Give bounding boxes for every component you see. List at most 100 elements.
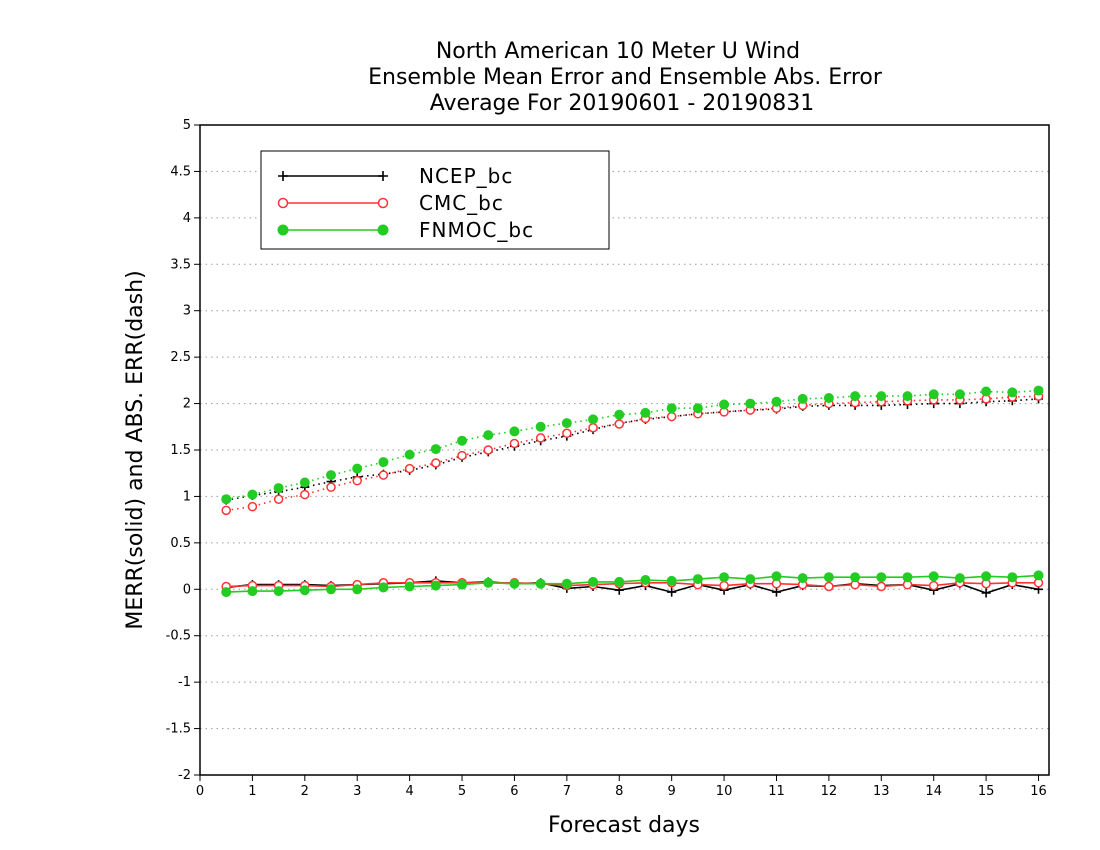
data-point xyxy=(928,580,939,591)
legend-item-fnmoc-bc: FNMOC_bc xyxy=(277,218,534,242)
x-tick-label: 0 xyxy=(196,784,204,799)
y-tick-label: 3 xyxy=(183,304,191,319)
x-tick-label: 9 xyxy=(668,784,676,799)
x-tick-label: 13 xyxy=(873,784,890,799)
x-tick-label: 10 xyxy=(716,784,733,799)
data-point xyxy=(797,573,808,584)
y-tick-label: 0.5 xyxy=(170,536,191,551)
data-point xyxy=(457,450,467,461)
data-point xyxy=(483,430,494,441)
data-point xyxy=(850,391,861,402)
data-point xyxy=(902,391,913,402)
data-point xyxy=(535,433,546,443)
x-tick-label: 3 xyxy=(353,784,361,799)
data-point xyxy=(614,409,625,420)
x-tick-label: 15 xyxy=(978,784,995,799)
data-point xyxy=(378,470,389,480)
data-point xyxy=(273,483,284,494)
legend-label: NCEP_bc xyxy=(419,164,513,188)
data-point xyxy=(273,586,284,597)
data-point xyxy=(981,571,992,582)
data-point xyxy=(404,463,415,474)
data-point xyxy=(981,386,992,397)
y-tick-label: 4 xyxy=(183,211,191,226)
data-point xyxy=(352,463,363,474)
data-point xyxy=(928,571,939,582)
data-point xyxy=(981,588,991,598)
series-fnmoc-bc xyxy=(221,385,1044,598)
x-tick-label: 2 xyxy=(301,784,309,799)
y-tick-label: 1 xyxy=(183,489,191,504)
data-point xyxy=(535,421,546,432)
data-point xyxy=(535,578,546,589)
data-point xyxy=(221,505,231,516)
data-point xyxy=(561,578,572,589)
x-tick-label: 16 xyxy=(1030,784,1047,799)
data-point xyxy=(667,587,677,597)
y-tick-label: 2.5 xyxy=(170,350,191,365)
data-point xyxy=(378,582,389,593)
abs-err-line-cmc-bc xyxy=(226,395,1039,512)
y-tick-label: -2 xyxy=(178,768,191,783)
data-point xyxy=(247,586,258,597)
data-point xyxy=(692,574,703,585)
x-tick-label: 11 xyxy=(768,784,785,799)
data-point xyxy=(352,584,363,595)
data-point xyxy=(277,224,289,236)
data-point xyxy=(457,435,468,446)
x-tick-label: 6 xyxy=(510,784,518,799)
chart-title-line-2: Ensemble Mean Error and Ensemble Abs. Er… xyxy=(368,65,883,90)
legend: NCEP_bc CMC_bc FNMOC_bc xyxy=(260,150,610,250)
data-point xyxy=(771,571,782,582)
data-point xyxy=(797,393,808,404)
data-point xyxy=(352,475,362,486)
data-point xyxy=(247,489,258,500)
y-tick-label: -1 xyxy=(178,675,191,690)
legend-box xyxy=(260,150,610,250)
abs-err-line-fnmoc-bc xyxy=(226,389,1039,500)
data-point xyxy=(326,470,337,481)
data-point xyxy=(588,414,599,425)
y-tick-label: 0 xyxy=(183,582,191,597)
data-point xyxy=(483,445,493,455)
x-tick-label: 14 xyxy=(925,784,942,799)
data-point xyxy=(221,587,232,598)
data-point xyxy=(221,494,232,505)
x-tick-label: 4 xyxy=(405,784,413,799)
data-point xyxy=(377,224,389,236)
data-point xyxy=(771,396,782,407)
data-point xyxy=(666,575,677,586)
data-point xyxy=(377,197,389,209)
y-tick-label: 3.5 xyxy=(170,257,191,272)
legend-label: FNMOC_bc xyxy=(419,218,534,242)
series-layer xyxy=(221,385,1044,598)
data-point xyxy=(614,419,625,429)
gridlines xyxy=(200,170,1049,730)
series-cmc-bc xyxy=(221,391,1044,592)
data-point xyxy=(745,574,756,585)
data-point xyxy=(378,457,389,468)
data-point xyxy=(640,407,651,418)
chart-title-line-3: Average For 20190601 - 20190831 xyxy=(430,91,815,116)
data-point xyxy=(300,489,310,500)
chart-title: North American 10 Meter U Wind Ensemble … xyxy=(368,39,883,116)
data-point xyxy=(745,398,756,409)
data-point xyxy=(509,578,520,589)
y-tick-label: 4.5 xyxy=(170,164,191,179)
y-axis-label: MERR(solid) and ABS. ERR(dash) xyxy=(123,270,148,629)
data-point xyxy=(692,403,703,414)
data-point xyxy=(954,573,965,584)
data-point xyxy=(771,587,781,597)
data-point xyxy=(902,572,913,583)
data-point xyxy=(666,411,677,422)
data-point xyxy=(588,576,599,587)
data-point xyxy=(430,444,441,455)
data-point xyxy=(273,494,284,504)
y-tick-label: 5 xyxy=(183,118,191,133)
data-point xyxy=(299,477,310,488)
data-point xyxy=(404,581,415,592)
data-point xyxy=(326,584,337,595)
data-point xyxy=(1007,572,1018,583)
data-point xyxy=(1033,385,1044,396)
